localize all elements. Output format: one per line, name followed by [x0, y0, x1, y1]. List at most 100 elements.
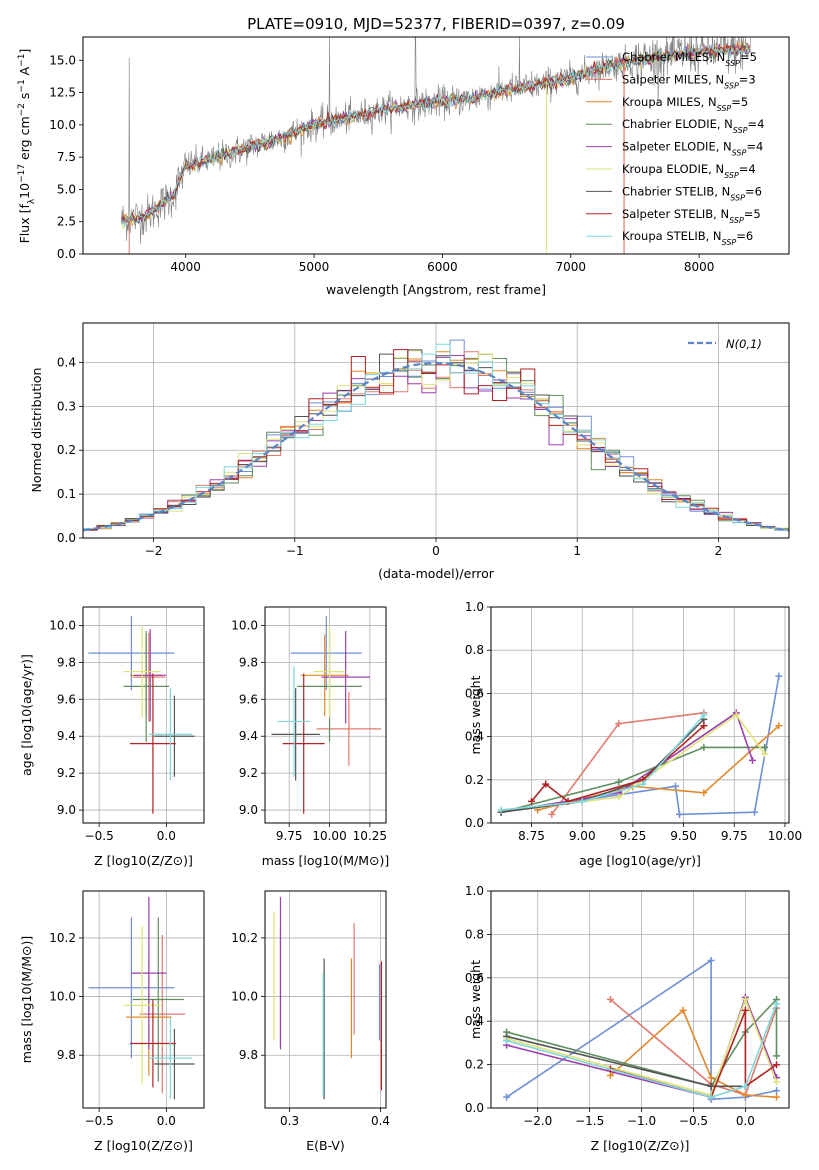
y-tick-label: 10.2 [49, 931, 76, 945]
series-line-4 [500, 711, 754, 813]
x-tick-label: −0.5 [85, 1114, 114, 1128]
legend-label-4: Salpeter ELODIE, NSSP=4 [622, 140, 763, 158]
point-marker-3 [773, 1052, 781, 1060]
x-axis-label: E(B-V) [306, 1138, 345, 1153]
axes-frame [490, 606, 790, 824]
point-marker-8 [578, 797, 586, 805]
x-tick-label: −1.0 [627, 1114, 656, 1128]
panel-age_vs_Z: −0.5 0.0 9.0 9.2 9.4 9.6 9.8 10.0 Z [log10(Z/Z⊙)… [19, 606, 205, 868]
point-marker-1 [548, 810, 556, 818]
y-tick-label: 0.0 [465, 1101, 484, 1115]
y-tick-label: 0.2 [465, 773, 484, 787]
x-tick-label: −0.5 [85, 829, 114, 843]
point-marker-2 [707, 1074, 715, 1082]
point-marker-3 [615, 778, 623, 786]
panel-mass_weight_vs_age: 8.75 9.00 9.25 9.50 9.75 10.00 0.0 0.2 0.4 0.6 0.8… [465, 600, 802, 868]
point-marker-0 [671, 782, 679, 790]
point-marker-3 [700, 743, 708, 751]
x-tick-label: 0.4 [371, 1114, 390, 1128]
x-tick-label: 9.25 [620, 829, 647, 843]
x-tick-label: 9.50 [670, 829, 697, 843]
y-tick-label: 9.4 [239, 729, 258, 743]
axes-frame [264, 606, 387, 824]
y-tick-label: 0.8 [465, 643, 484, 657]
point-marker-3 [761, 743, 769, 751]
point-marker-4 [749, 756, 757, 764]
y-tick-label: 10.0 [49, 618, 76, 632]
series-line-1 [609, 998, 778, 1096]
series-line-5 [506, 997, 778, 1096]
y-tick-label: 0.6 [465, 686, 484, 700]
y-tick-label: 9.8 [57, 1048, 76, 1062]
y-tick-label: 2.5 [57, 215, 76, 229]
axes-frame [82, 36, 790, 255]
y-tick-label: 9.0 [57, 803, 76, 817]
panel-mass_vs_Z: −0.5 0.0 9.8 10.0 10.2 Z [log10(Z/Z⊙)] mass [l… [19, 890, 205, 1153]
point-marker-0 [676, 810, 684, 818]
axes-frame [82, 890, 205, 1109]
point-marker-2 [741, 1091, 749, 1099]
point-marker-2 [700, 789, 708, 797]
point-marker-7 [741, 1006, 749, 1014]
point-marker-8 [700, 711, 708, 719]
point-marker-5 [615, 793, 623, 801]
legend-label-7: Salpeter STELIB, NSSP=5 [622, 207, 761, 225]
legend-label-2: Kroupa MILES, NSSP=5 [622, 95, 748, 113]
plot-area-mass_vs_ebv [273, 896, 383, 1100]
point-marker-0 [751, 808, 759, 816]
y-axis-label: Flux [fλ10−17 erg cm−2 s−1 A−1] [17, 49, 37, 244]
y-axis-label: Normed distribution [29, 368, 44, 493]
point-marker-2 [773, 1093, 781, 1101]
point-marker-8 [639, 780, 647, 788]
y-tick-label: 0.4 [57, 355, 76, 369]
legend-label-1: Salpeter MILES, NSSP=3 [622, 72, 756, 90]
point-marker-8 [773, 1000, 781, 1008]
axes-frame [490, 890, 790, 1109]
point-marker-5 [732, 711, 740, 719]
legend-label-6: Chabrier STELIB, NSSP=6 [622, 184, 762, 202]
plot-area-spectrum [121, 37, 751, 254]
point-marker-5 [773, 1078, 781, 1086]
y-tick-label: 9.4 [57, 729, 76, 743]
point-marker-0 [773, 1087, 781, 1095]
legend-label-3: Chabrier ELODIE, NSSP=4 [622, 117, 764, 135]
y-tick-label: 9.2 [239, 766, 258, 780]
y-tick-label: 0.1 [57, 487, 76, 501]
y-tick-label: 0.2 [465, 1058, 484, 1072]
histogram-7 [83, 349, 789, 531]
y-tick-label: 0.6 [465, 971, 484, 985]
plot-area-residuals [83, 339, 789, 532]
plot-area-age_vs_Z [88, 616, 195, 814]
x-tick-label: 9.75 [721, 829, 748, 843]
y-tick-label: 0.8 [465, 927, 484, 941]
y-tick-label: 15.0 [49, 53, 76, 67]
point-marker-0 [503, 1093, 511, 1101]
series-fit-5 [121, 43, 751, 230]
y-tick-label: 0.2 [57, 443, 76, 457]
x-tick-label: 7000 [556, 260, 587, 274]
y-axis-label: age [log10(age/yr)] [19, 654, 34, 776]
x-axis-label: wavelength [Angstrom, rest frame] [326, 282, 546, 297]
x-tick-label: 2 [715, 544, 723, 558]
point-marker-5 [741, 996, 749, 1003]
point-marker-8 [497, 806, 505, 814]
y-axis-label: mass weight [468, 675, 483, 754]
panel-age_vs_mass: 9.75 10.00 10.25 9.0 9.2 9.4 9.6 9.8 10.0 mass [l… [231, 606, 389, 868]
chart-title: PLATE=0910, MJD=52377, FIBERID=0397, z=0… [247, 15, 625, 33]
x-tick-label: 0.0 [736, 1114, 755, 1128]
panel-mass_vs_ebv: 0.3 0.4 9.8 10.0 10.2 E(B-V) [231, 890, 390, 1153]
point-marker-7 [542, 780, 550, 788]
point-marker-7 [528, 797, 536, 805]
histogram-5 [83, 350, 789, 530]
y-tick-label: 9.2 [57, 766, 76, 780]
point-marker-2 [679, 1006, 687, 1014]
x-axis-label: Z [log10(Z/Z⊙)] [591, 1138, 690, 1153]
point-marker-0 [775, 672, 783, 680]
x-tick-label: 1 [573, 544, 581, 558]
point-marker-8 [503, 1037, 511, 1045]
legend-label-0: Chabrier MILES, NSSP=5 [622, 50, 757, 68]
x-tick-label: 9.00 [569, 829, 596, 843]
x-tick-label: 4000 [170, 260, 201, 274]
